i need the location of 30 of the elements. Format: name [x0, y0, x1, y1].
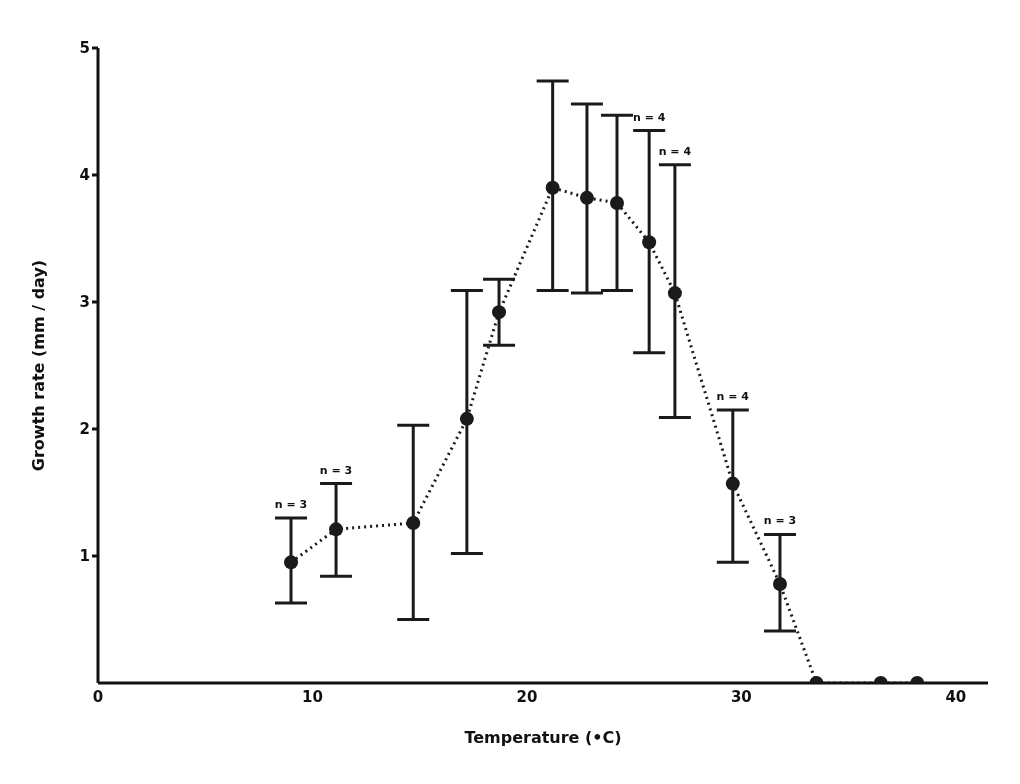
annotation: n = 3 [319, 463, 353, 477]
y-axis-title: Growth rate (mm / day) [28, 259, 48, 472]
annotation: n = 4 [716, 389, 750, 403]
x-tick-label: 40 [945, 687, 967, 706]
y-tick-label: 1 [79, 547, 90, 566]
point [772, 576, 787, 591]
point [642, 235, 657, 250]
annotation: n = 3 [763, 514, 797, 528]
annotation: n = 3 [274, 497, 308, 511]
y-tick-label: 5 [79, 39, 90, 58]
point [459, 411, 474, 426]
annotation: n = 4 [658, 144, 692, 158]
x-tick-label: 10 [302, 687, 323, 706]
point [284, 555, 299, 570]
y-tick-label: 3 [79, 293, 90, 312]
point [579, 190, 594, 205]
x-tick-label: 20 [516, 687, 538, 706]
point [725, 476, 740, 491]
y-tick-label: 2 [79, 420, 90, 439]
point [667, 286, 682, 301]
x-tick-label: 30 [730, 687, 752, 706]
annotation: n = 4 [632, 110, 666, 124]
x-tick-label: 0 [92, 687, 104, 706]
point [609, 195, 624, 210]
point [545, 180, 560, 195]
point [492, 305, 507, 320]
point [329, 522, 344, 537]
point [406, 515, 421, 530]
y-tick-label: 4 [79, 166, 90, 185]
x-axis-title: Temperature (•C) [464, 728, 622, 747]
